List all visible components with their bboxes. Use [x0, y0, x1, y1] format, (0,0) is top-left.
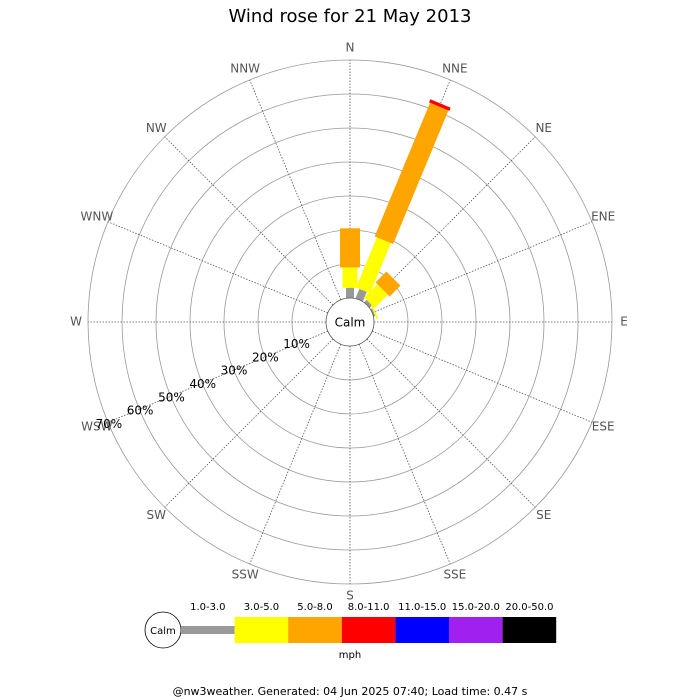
legend-label: 20.0-50.0 [505, 602, 553, 613]
bar-segment [346, 287, 354, 298]
bar-segment [342, 267, 358, 288]
r-tick-label: 20% [252, 350, 279, 364]
spoke [372, 330, 593, 423]
direction-label: ENE [591, 210, 615, 224]
legend-label: 3.0-5.0 [244, 602, 279, 613]
direction-label: SW [147, 508, 167, 522]
direction-label: SSE [443, 568, 466, 582]
footer: @nw3weather. Generated: 04 Jun 2025 07:4… [173, 685, 528, 698]
legend-swatch [181, 626, 235, 634]
calm-circle [325, 297, 375, 347]
spoke [372, 221, 593, 314]
legend-label: 15.0-20.0 [452, 602, 500, 613]
direction-label: W [70, 315, 82, 329]
spoke [107, 330, 328, 423]
legend-label: 11.0-15.0 [398, 602, 446, 613]
r-tick-label: 50% [158, 390, 185, 404]
direction-label: NE [535, 121, 552, 135]
legend-swatch [395, 617, 449, 643]
r-tick-label: 40% [189, 377, 216, 391]
spoke [358, 344, 451, 565]
legend-label: 8.0-11.0 [348, 602, 390, 613]
bar-segment [375, 271, 401, 297]
spoke [249, 344, 342, 565]
bar-segment [355, 288, 367, 302]
spoke [164, 136, 334, 306]
direction-label: S [346, 589, 354, 603]
spoke [164, 338, 334, 508]
direction-label: WSW [81, 419, 112, 433]
direction-label: SSW [232, 568, 259, 582]
direction-label: WNW [80, 210, 113, 224]
bar-segment [429, 99, 451, 111]
spoke [107, 221, 328, 314]
bar-segment [356, 237, 391, 294]
direction-label: ESE [592, 419, 615, 433]
spoke [366, 338, 536, 508]
legend-swatch [449, 617, 503, 643]
legend-label: 5.0-8.0 [297, 602, 332, 613]
r-tick-label: 60% [127, 404, 154, 418]
direction-label: N [346, 41, 355, 55]
r-tick-label: 70% [95, 417, 122, 431]
legend-swatch [502, 617, 557, 643]
direction-label: E [620, 315, 628, 329]
legend-calm-label: Calm [150, 626, 176, 637]
legend-unit: mph [339, 650, 361, 661]
chart-title: Wind rose for 21 May 2013 [229, 6, 472, 27]
legend-swatch [288, 617, 342, 643]
r-tick-label: 30% [221, 364, 248, 378]
bar-segment [374, 102, 449, 244]
direction-label: NNW [230, 61, 260, 75]
calm-label: Calm [335, 316, 366, 330]
spoke [366, 136, 536, 306]
bar-segment [370, 308, 376, 317]
bar-segment [364, 299, 373, 308]
spoke [249, 79, 342, 300]
direction-label: SE [536, 508, 551, 522]
bar-segment [370, 304, 379, 320]
ring [155, 127, 545, 517]
direction-label: NNE [442, 61, 468, 75]
legend-swatch [341, 617, 396, 643]
legend-swatch [234, 617, 289, 643]
bar-segment [340, 228, 360, 268]
bar-segment [364, 284, 388, 308]
direction-label: NW [146, 121, 167, 135]
r-tick-label: 10% [283, 337, 310, 351]
legend-label: 1.0-3.0 [190, 602, 225, 613]
